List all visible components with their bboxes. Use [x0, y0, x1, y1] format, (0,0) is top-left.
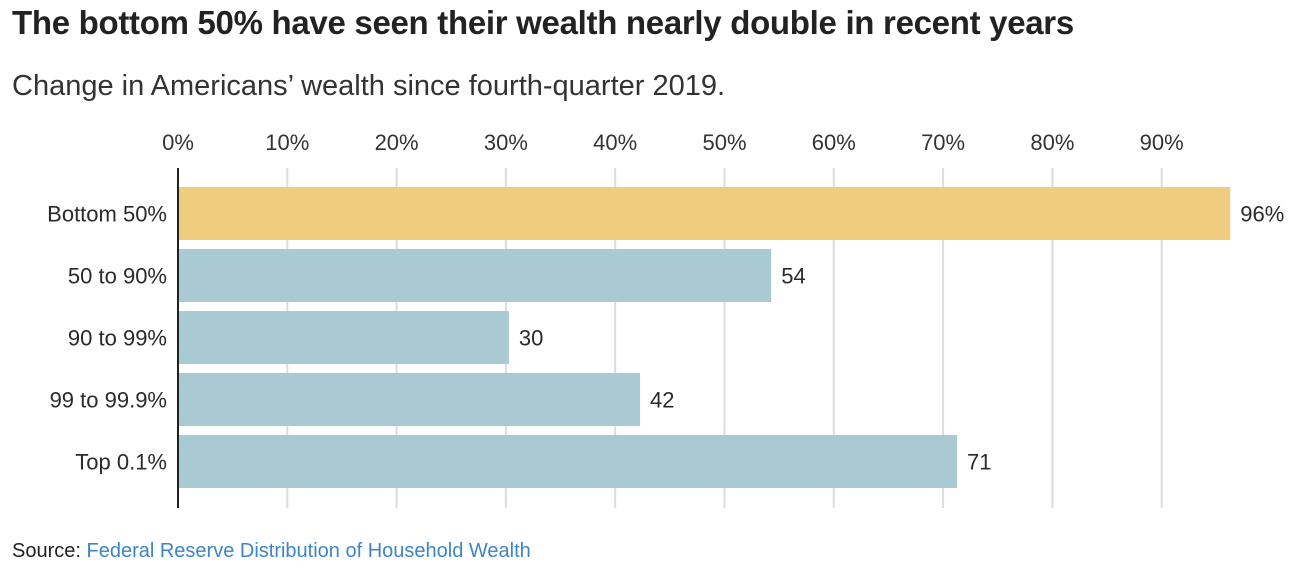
chart-subtitle: Change in Americans’ wealth since fourth…: [12, 70, 726, 102]
source-link[interactable]: Federal Reserve Distribution of Househol…: [86, 540, 531, 562]
category-label: Top 0.1%: [75, 450, 167, 475]
bars: [178, 187, 1231, 488]
x-tick-label: 60%: [812, 130, 856, 155]
chart-title: The bottom 50% have seen their wealth ne…: [12, 4, 1074, 41]
category-label: 50 to 90%: [68, 264, 167, 289]
value-label: 71: [967, 450, 991, 475]
bar: [178, 373, 641, 426]
value-labels: 96% 54 30 42 71: [519, 202, 1284, 475]
x-axis-ticks: 0% 10% 20% 30% 40% 50% 60% 70% 80% 90%: [162, 130, 1184, 155]
bar: [178, 435, 958, 488]
category-label: 90 to 99%: [68, 326, 167, 351]
x-tick-label: 30%: [484, 130, 528, 155]
x-tick-label: 70%: [921, 130, 965, 155]
value-label: 54: [781, 264, 805, 289]
source-note: Source: Federal Reserve Distribution of …: [12, 540, 531, 563]
category-labels: Bottom 50% 50 to 90% 90 to 99% 99 to 99.9% T…: [47, 202, 167, 475]
bar: [178, 187, 1231, 240]
x-tick-label: 0%: [162, 130, 194, 155]
x-tick-label: 10%: [265, 130, 309, 155]
x-tick-label: 50%: [702, 130, 746, 155]
x-tick-label: 40%: [593, 130, 637, 155]
value-label: 96%: [1240, 202, 1284, 227]
bar: [178, 249, 772, 302]
value-label: 30: [519, 326, 543, 351]
bar: [178, 311, 509, 364]
x-tick-label: 90%: [1140, 130, 1184, 155]
x-tick-label: 20%: [375, 130, 419, 155]
source-prefix: Source:: [12, 540, 87, 562]
category-label: Bottom 50%: [47, 202, 167, 227]
value-label: 42: [650, 388, 674, 413]
x-tick-label: 80%: [1030, 130, 1074, 155]
category-label: 99 to 99.9%: [50, 388, 167, 413]
